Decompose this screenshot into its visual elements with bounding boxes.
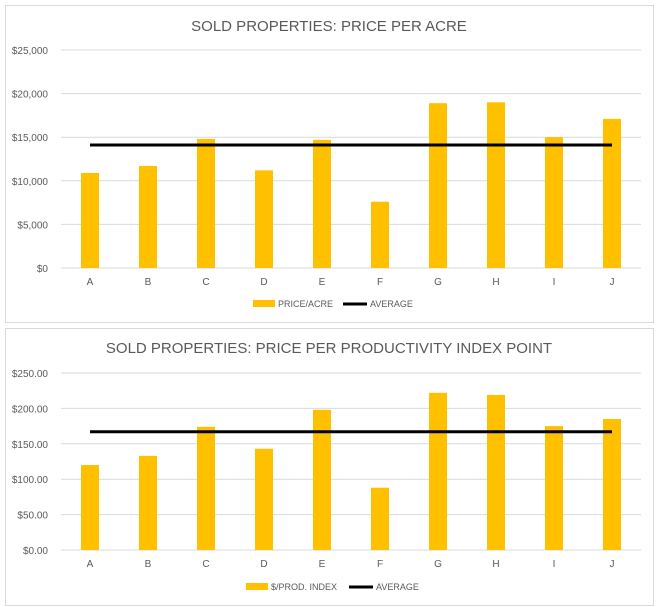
chart-svg: SOLD PROPERTIES: PRICE PER PRODUCTIVITY …	[12, 340, 641, 592]
chart-title: SOLD PROPERTIES: PRICE PER ACRE	[191, 18, 467, 35]
x-tick-label: I	[553, 277, 556, 288]
x-tick-label: G	[434, 559, 442, 570]
y-tick-label: $10,000	[12, 177, 49, 188]
bar-E	[313, 139, 331, 268]
x-tick-label: F	[377, 559, 383, 570]
x-tick-label: I	[553, 559, 556, 570]
legend-swatch-bar	[246, 583, 268, 590]
bar-B	[139, 455, 157, 550]
bar-D	[255, 448, 273, 550]
x-tick-label: H	[492, 277, 499, 288]
x-tick-label: B	[145, 277, 152, 288]
y-tick-label: $200.00	[12, 404, 49, 415]
y-tick-label: $100.00	[12, 475, 49, 486]
x-tick-label: C	[202, 277, 209, 288]
y-tick-label: $5,000	[17, 220, 48, 231]
bar-H	[487, 102, 505, 268]
legend-label: AVERAGE	[376, 582, 419, 592]
x-tick-label: J	[610, 559, 615, 570]
x-tick-label: A	[87, 277, 94, 288]
y-tick-label: $15,000	[12, 133, 49, 144]
y-tick-label: $25,000	[12, 46, 49, 57]
x-tick-label: J	[610, 277, 615, 288]
bar-E	[313, 409, 331, 550]
x-tick-label: A	[87, 559, 94, 570]
x-tick-label: G	[434, 277, 442, 288]
bar-H	[487, 394, 505, 550]
bar-I	[545, 137, 563, 268]
chart-svg: SOLD PROPERTIES: PRICE PER ACRE $0 $5,000 $…	[12, 18, 641, 309]
bar-A	[81, 465, 99, 550]
y-tick-label: $0	[37, 264, 49, 275]
y-tick-label: $250.00	[12, 369, 49, 380]
y-tick-label: $50.00	[17, 511, 48, 522]
legend-label: $/PROD. INDEX	[271, 582, 337, 592]
chart-title: SOLD PROPERTIES: PRICE PER PRODUCTIVITY …	[106, 340, 552, 357]
legend-label: PRICE/ACRE	[278, 299, 333, 309]
x-tick-label: E	[319, 559, 326, 570]
x-tick-label: D	[260, 559, 267, 570]
bar-G	[429, 103, 447, 268]
bar-J	[603, 118, 621, 268]
x-tick-label: H	[492, 559, 499, 570]
bar-A	[81, 172, 99, 268]
bar-I	[545, 426, 563, 550]
chart-price-per-productivity-index: SOLD PROPERTIES: PRICE PER PRODUCTIVITY …	[5, 328, 654, 606]
legend-label: AVERAGE	[370, 299, 413, 309]
bar-J	[603, 419, 621, 550]
bar-C	[197, 138, 215, 268]
bar-B	[139, 165, 157, 268]
x-tick-label: B	[145, 559, 152, 570]
x-tick-label: D	[260, 277, 267, 288]
bar-C	[197, 426, 215, 550]
x-tick-label: E	[319, 277, 326, 288]
chart-price-per-acre: SOLD PROPERTIES: PRICE PER ACRE $0 $5,000 $…	[5, 5, 654, 323]
legend-swatch-bar	[253, 300, 275, 307]
bar-F	[371, 487, 389, 550]
y-tick-label: $20,000	[12, 90, 49, 101]
bar-F	[371, 201, 389, 268]
y-tick-label: $0.00	[23, 546, 48, 557]
bar-G	[429, 392, 447, 550]
x-tick-label: F	[377, 277, 383, 288]
bar-D	[255, 170, 273, 268]
y-tick-label: $150.00	[12, 440, 49, 451]
x-tick-label: C	[202, 559, 209, 570]
